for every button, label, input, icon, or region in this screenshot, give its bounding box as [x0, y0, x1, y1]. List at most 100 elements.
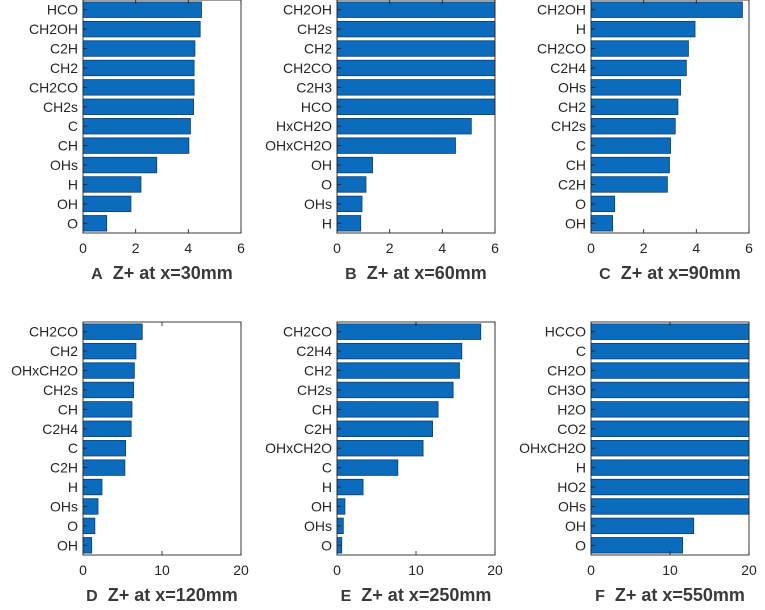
x-tick-label: 2	[386, 240, 394, 256]
category-label: C	[68, 118, 78, 134]
category-label: OHxCH2O	[11, 363, 78, 379]
bar-ohxch2o	[82, 362, 135, 379]
bar-h2o	[590, 401, 750, 418]
bar-c	[336, 459, 399, 476]
bar-hcco	[590, 323, 750, 340]
bar-h	[590, 20, 696, 38]
category-label: C	[576, 138, 586, 154]
x-tick-label: 2	[640, 240, 648, 256]
category-label: C2H	[50, 460, 78, 476]
bar-ch2oh	[82, 20, 201, 38]
bar-ch	[590, 156, 670, 174]
category-label: CH2CO	[283, 60, 332, 76]
bar-ch2oh	[336, 1, 496, 18]
panel-title: Z+ at x=60mm	[367, 263, 487, 283]
panel-letter: F	[595, 588, 605, 605]
bar-hxch2o	[336, 118, 472, 135]
bar-ch2	[82, 59, 195, 77]
category-label: OH	[311, 498, 332, 514]
category-label: HxCH2O	[276, 118, 332, 134]
category-label: OH	[311, 157, 332, 173]
category-label: C2H	[558, 176, 586, 192]
bar-ch2s	[590, 118, 676, 135]
category-label: CH2s	[43, 382, 78, 398]
bar-hco	[336, 98, 496, 115]
category-label: CH2s	[551, 118, 586, 134]
bar-c2h4	[590, 59, 687, 77]
bar-o	[590, 537, 684, 554]
panel-title-group: D Z+ at x=120mm	[86, 585, 238, 605]
category-label: OHs	[558, 79, 586, 95]
bar-o	[336, 176, 367, 193]
category-label: C2H3	[296, 79, 332, 95]
bar-ho2	[590, 478, 750, 496]
bar-ch2co	[336, 323, 482, 340]
panel-title: Z+ at x=90mm	[621, 263, 741, 283]
bar-c	[82, 440, 127, 457]
bar-ch	[82, 137, 190, 154]
category-label: OHs	[50, 157, 78, 173]
panel-title: Z+ at x=250mm	[361, 585, 491, 605]
panel-letter: B	[345, 266, 357, 283]
category-label: CH	[566, 157, 586, 173]
category-label: CH2	[558, 99, 586, 115]
x-tick-label: 10	[662, 562, 678, 578]
bar-oh	[590, 517, 695, 535]
bar-ch2s	[82, 381, 134, 399]
category-label: O	[321, 176, 332, 192]
bar-ohxch2o	[590, 440, 750, 457]
category-label: H	[576, 21, 586, 37]
bar-c2h4	[82, 420, 132, 437]
category-label: O	[321, 537, 332, 553]
category-label: H	[576, 460, 586, 476]
category-label: OHxCH2O	[519, 440, 586, 456]
panel-letter: C	[599, 266, 611, 283]
bar-c2h	[82, 459, 126, 476]
panel-title: Z+ at x=550mm	[615, 585, 745, 605]
category-label: CH2CO	[29, 324, 78, 340]
category-label: C	[576, 343, 586, 359]
category-label: HCO	[47, 2, 78, 18]
axes-box	[590, 0, 750, 234]
category-label: OH	[57, 196, 78, 212]
category-label: C2H4	[550, 60, 586, 76]
category-label: CH2OH	[283, 2, 332, 18]
category-label: CH3O	[547, 382, 586, 398]
category-label: CO2	[557, 421, 586, 437]
bar-c	[82, 118, 191, 135]
category-label: C	[68, 440, 78, 456]
category-label: CH2O	[547, 363, 586, 379]
bar-ch2s	[82, 98, 194, 115]
x-tick-label: 4	[692, 240, 700, 256]
bar-ch	[336, 401, 439, 418]
panel-a: HCO CH2OH C2H CH2 CH2CO CH2s C CH OHs H OH O0 2 4 6 A Z+…	[29, 0, 245, 283]
panel-b: CH2OHCH2sCH2CH2COC2H3HCOHxCH2OOHxCH2OOHO…	[265, 0, 499, 283]
axes-box	[82, 0, 242, 234]
axes-box	[336, 0, 496, 234]
x-tick-label: 20	[487, 562, 503, 578]
category-label: CH	[312, 401, 332, 417]
panel-letter: E	[341, 588, 352, 605]
bar-c2h	[336, 420, 433, 437]
category-label: CH2	[50, 343, 78, 359]
x-tick-label: 0	[333, 562, 341, 578]
bar-co2	[590, 420, 750, 437]
x-tick-label: 10	[154, 562, 170, 578]
category-label: OHs	[50, 498, 78, 514]
bar-h	[590, 459, 750, 476]
panel-letter: A	[91, 266, 103, 283]
panel-d: CH2CO CH2 OHxCH2O CH2s CH C2H4 C C2H H OHs O OH0 10 2…	[11, 321, 249, 605]
category-label: CH2	[304, 41, 332, 57]
category-label: C2H	[304, 421, 332, 437]
category-label: CH	[58, 138, 78, 154]
bar-ch	[82, 401, 133, 418]
bar-c	[590, 342, 750, 360]
bar-ch2co	[82, 79, 195, 96]
category-label: C2H4	[42, 421, 78, 437]
bar-c2h3	[336, 79, 496, 96]
bar-ch2	[590, 98, 679, 115]
x-tick-label: 0	[587, 562, 595, 578]
category-label: OH	[565, 215, 586, 231]
x-tick-label: 0	[333, 240, 341, 256]
category-label: HCCO	[545, 324, 586, 340]
